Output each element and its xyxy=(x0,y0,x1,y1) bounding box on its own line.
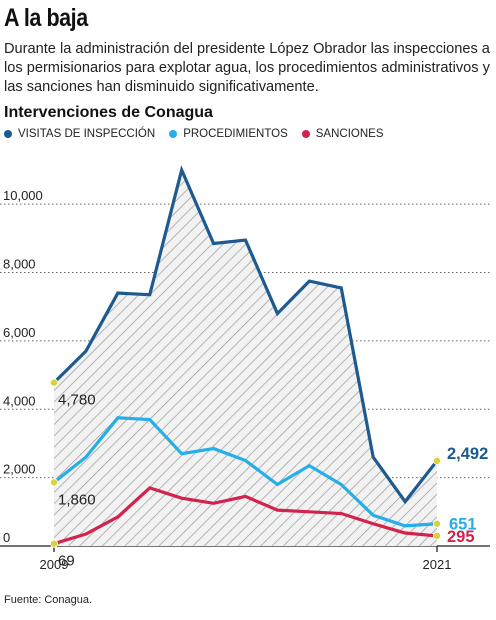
visitas-line xyxy=(52,165,439,505)
x-tick-label: 2009 xyxy=(40,557,69,572)
legend-label-procedimientos: PROCEDIMIENTOS xyxy=(183,128,288,140)
y-tick-label: 2,000 xyxy=(3,462,36,477)
source-note: Fuente: Conagua. xyxy=(4,594,93,606)
legend-swatch-sanciones xyxy=(301,130,310,138)
start-value-label: 69 xyxy=(58,553,75,570)
headline: A la baja xyxy=(4,4,88,32)
legend-item-procedimientos: PROCEDIMIENTOS xyxy=(169,128,288,140)
end-value-label: 2,492 xyxy=(447,445,488,463)
deck: Durante la administración del presidente… xyxy=(4,41,490,95)
legend: VISITAS DE INSPECCIÓN PROCEDIMIENTOS SAN… xyxy=(4,126,384,142)
endpoint-marker xyxy=(432,519,441,528)
x-tick-label: 2021 xyxy=(423,557,452,572)
end-value-label: 651 xyxy=(449,516,477,534)
endpoint-marker xyxy=(50,378,59,387)
start-value-label: 1,860 xyxy=(58,491,96,508)
legend-label-visitas: VISITAS DE INSPECCIÓN xyxy=(18,128,156,140)
endpoint-marker xyxy=(50,539,59,548)
start-value-label: 4,780 xyxy=(58,392,96,409)
legend-swatch-visitas xyxy=(4,130,12,138)
chart-title: Intervenciones de Conagua xyxy=(4,104,213,121)
y-tick-label: 10,000 xyxy=(3,188,43,203)
line-chart: 0 2,000 4,000 6,000 8,000 10,000 2009 2021 4,780… xyxy=(0,165,490,572)
y-tick-label: 8,000 xyxy=(3,257,36,272)
end-value-label: 295 xyxy=(447,528,475,546)
endpoint-marker xyxy=(432,531,441,540)
y-tick-label: 4,000 xyxy=(3,393,36,408)
legend-item-visitas: VISITAS DE INSPECCIÓN xyxy=(4,128,155,140)
visitas-area-fill xyxy=(54,170,437,546)
endpoint-marker xyxy=(432,456,441,465)
y-tick-label: 0 xyxy=(3,530,10,545)
legend-label-sanciones: SANCIONES xyxy=(315,128,384,140)
legend-swatch-procedimientos xyxy=(169,130,178,138)
endpoint-marker xyxy=(50,478,59,487)
y-tick-label: 6,000 xyxy=(3,325,36,340)
sanciones-line xyxy=(53,486,438,546)
legend-item-sanciones: SANCIONES xyxy=(301,128,384,140)
procedimientos-line xyxy=(53,416,438,528)
